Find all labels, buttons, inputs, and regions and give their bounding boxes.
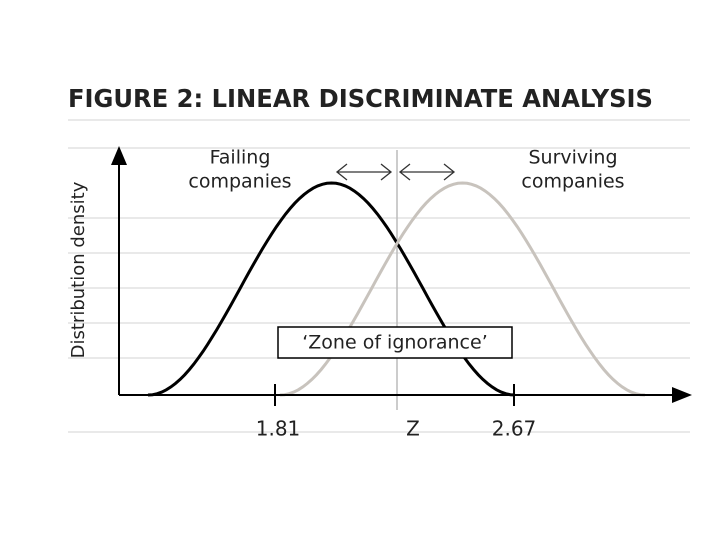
y-axis-label: Distribution density — [68, 181, 89, 358]
x-arrow — [672, 387, 692, 403]
arrows — [335, 163, 456, 181]
double-arrow — [335, 163, 393, 181]
x-label: 2.67 — [492, 417, 537, 441]
x-label: Z — [406, 417, 420, 441]
zone-box — [277, 326, 513, 359]
double-arrow — [398, 163, 456, 181]
x-label: 1.81 — [256, 417, 301, 441]
group-label: Failing — [210, 147, 271, 169]
group-label: Surviving — [528, 147, 617, 169]
y-arrow — [111, 146, 127, 165]
failing-curve — [147, 181, 516, 397]
zone-label: ‘Zone of ignorance’ — [302, 332, 487, 354]
group-label: companies — [521, 171, 624, 193]
surviving-curve — [279, 181, 646, 397]
group-label: companies — [188, 171, 291, 193]
title: FIGURE 2: LINEAR DISCRIMINATE ANALYSIS — [68, 84, 653, 113]
